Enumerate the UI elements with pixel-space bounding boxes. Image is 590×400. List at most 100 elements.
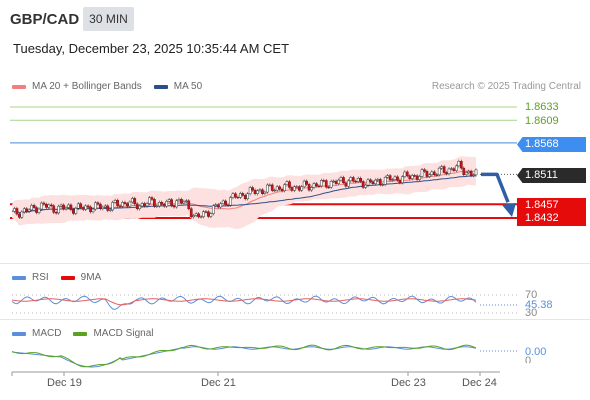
- macd-signal-swatch: [73, 331, 88, 336]
- legend-macd-label: MACD: [32, 328, 62, 339]
- candle: [467, 171, 471, 173]
- candle: [381, 184, 385, 186]
- candle: [138, 205, 142, 210]
- candle: [445, 172, 448, 175]
- candle: [207, 211, 210, 217]
- candle: [180, 199, 183, 204]
- price-pane: [10, 106, 517, 229]
- candle: [248, 187, 252, 195]
- rsi-level-30: 30: [525, 307, 538, 316]
- macd-separator: [0, 319, 590, 320]
- candle: [37, 208, 41, 213]
- legend-macd-signal-label: MACD Signal: [93, 328, 154, 339]
- candle: [435, 174, 439, 176]
- candle: [339, 177, 343, 181]
- timeframe-badge[interactable]: 30 MIN: [83, 7, 134, 31]
- candle: [270, 184, 274, 191]
- candle: [86, 205, 90, 208]
- support-2-label: 1.8432: [517, 211, 586, 226]
- candle: [472, 174, 475, 176]
- candle: [167, 199, 171, 202]
- candle: [32, 205, 36, 208]
- legend-ma50: MA 50: [153, 81, 203, 92]
- candle: [226, 204, 230, 206]
- candle: [307, 184, 311, 191]
- candle: [236, 196, 240, 199]
- legend-ma20-label: MA 20 + Bollinger Bands: [32, 81, 142, 92]
- resistance-1-label: 1.8609: [525, 115, 559, 127]
- support-1-label: 1.8457: [517, 198, 586, 213]
- candle: [263, 191, 267, 194]
- macd-pane: [11, 344, 517, 368]
- legend-ma50-label: MA 50: [173, 81, 203, 92]
- candle: [396, 176, 399, 181]
- candle: [99, 203, 102, 209]
- candle: [337, 179, 340, 184]
- candle: [194, 213, 198, 216]
- candle: [111, 202, 115, 211]
- candle: [64, 207, 68, 210]
- candle: [49, 204, 53, 207]
- candle: [211, 205, 215, 214]
- candle: [413, 175, 417, 177]
- candle: [118, 205, 122, 207]
- candle: [310, 187, 313, 191]
- candle: [403, 171, 407, 178]
- candle: [89, 206, 92, 213]
- candle: [54, 212, 58, 214]
- candle: [455, 165, 458, 171]
- candle: [22, 208, 26, 213]
- legend-rsi-ma: 9MA: [60, 272, 101, 283]
- rsi-ma-series-line: [11, 298, 477, 306]
- legend-macd-signal: MACD Signal: [73, 328, 153, 339]
- candle: [121, 202, 124, 207]
- macd-signal-series-line: [11, 344, 477, 368]
- candle: [199, 216, 203, 218]
- candle: [376, 179, 380, 181]
- candle: [224, 200, 227, 206]
- candle: [74, 208, 78, 214]
- candle: [234, 193, 237, 198]
- candle: [135, 203, 139, 210]
- candle: [447, 168, 451, 175]
- candle: [192, 215, 196, 218]
- legend-rsi: RSI: [12, 272, 49, 283]
- candle: [81, 207, 85, 210]
- candle: [52, 205, 56, 213]
- candle: [157, 202, 161, 207]
- macd-series-line: [11, 346, 477, 368]
- legend-ma20: MA 20 + Bollinger Bands: [12, 81, 142, 92]
- candle: [349, 177, 353, 182]
- candle: [253, 189, 257, 194]
- candle: [113, 200, 117, 203]
- rsi-level-70: 70: [525, 289, 538, 301]
- main-legend: MA 20 + Bollinger Bands MA 50: [12, 81, 214, 92]
- candle: [462, 167, 466, 175]
- candle: [354, 180, 358, 183]
- candle: [278, 186, 281, 190]
- resistance-2-label: 1.8633: [525, 101, 559, 113]
- candle: [45, 203, 48, 208]
- x-label-dec21: Dec 21: [201, 377, 236, 389]
- candle: [442, 166, 446, 173]
- forecast-arrow: [481, 172, 510, 203]
- candle: [116, 200, 119, 206]
- candle: [155, 205, 159, 208]
- candle: [420, 169, 424, 177]
- ma20-swatch: [12, 84, 26, 89]
- candle: [84, 205, 88, 210]
- rsi-pane: [11, 294, 517, 314]
- candle: [457, 161, 461, 167]
- candle: [437, 167, 441, 176]
- rsi-separator: [0, 263, 590, 264]
- copyright-text: Research © 2025 Trading Central: [431, 81, 581, 92]
- time-axis: [11, 371, 500, 376]
- candle: [170, 199, 173, 206]
- candle: [47, 204, 51, 208]
- candle: [204, 211, 208, 213]
- candle: [388, 175, 392, 181]
- candle: [123, 202, 127, 204]
- candle: [231, 193, 235, 198]
- candle: [67, 204, 70, 208]
- rsi-swatch: [12, 275, 26, 280]
